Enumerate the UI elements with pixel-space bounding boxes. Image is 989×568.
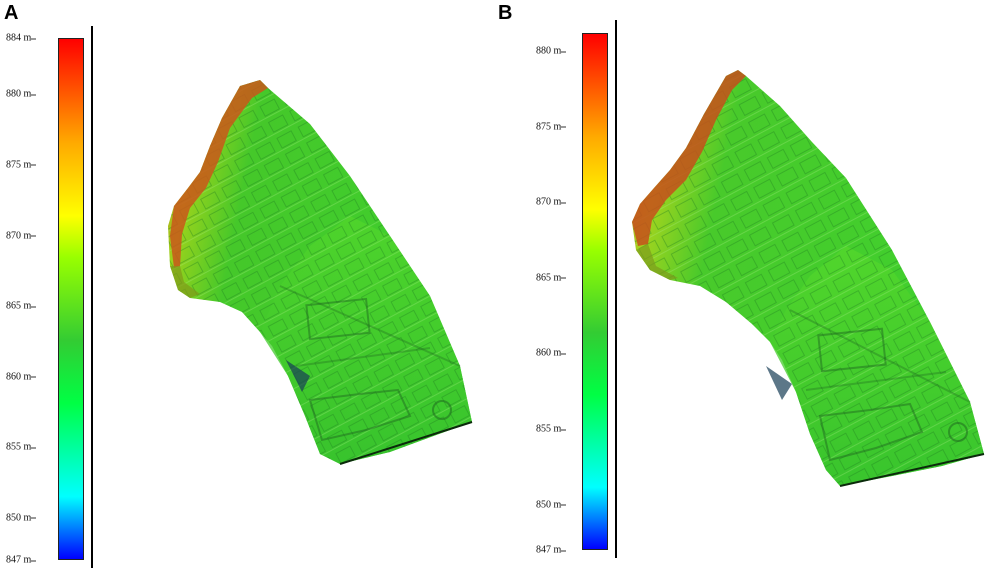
- scale-tick-label: 865 m: [6, 300, 37, 312]
- scale-tick-label: 847 m: [536, 544, 567, 556]
- elevation-color-scale-a: [58, 38, 84, 560]
- scale-tick-label: 855 m: [536, 423, 567, 435]
- scale-tick-label: 870 m: [6, 230, 37, 241]
- scale-tick-label: 865 m: [536, 272, 567, 284]
- elevation-map-a: [168, 80, 473, 465]
- panel-label-a: A: [4, 2, 19, 24]
- panel-label-b: B: [498, 2, 513, 24]
- scale-tick-label: 847 m: [6, 554, 37, 566]
- scale-tick-label: 855 m: [6, 441, 37, 453]
- scale-tick-label: 870 m: [536, 196, 567, 208]
- scale-tick-label: 860 m: [536, 347, 567, 359]
- divider-b: [615, 20, 617, 558]
- elevation-map-b: [632, 70, 985, 487]
- scale-tick-label: 850 m: [536, 499, 567, 511]
- scale-tick-label: 860 m: [6, 371, 37, 383]
- scale-tick-label: 875 m: [6, 159, 37, 171]
- panel-a: A 884 m 880 m 875 m 870 m 865 m 860 m 855 m 850…: [0, 0, 494, 568]
- scale-tick-label: 850 m: [6, 512, 37, 524]
- panel-b: B 880 m 875 m 870 m 865 m 860 m 855 m 850 m 847…: [494, 0, 989, 568]
- scale-tick-label: 880 m: [6, 88, 37, 100]
- elevation-color-scale-b: [582, 33, 608, 550]
- divider-a: [91, 26, 93, 568]
- scale-tick-label: 875 m: [536, 121, 567, 133]
- scale-tick-label: 880 m: [536, 45, 567, 57]
- scale-tick-label: 884 m: [6, 32, 37, 44]
